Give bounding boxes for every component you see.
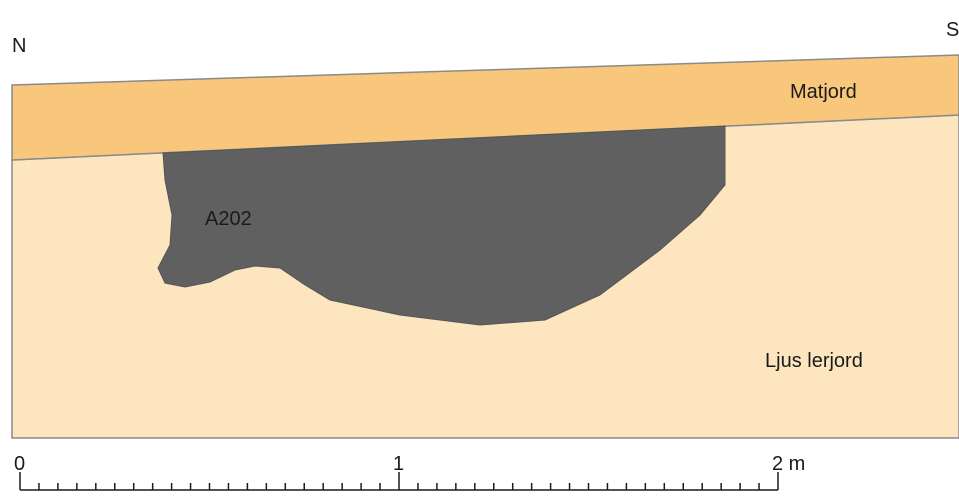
- north-label: N: [12, 35, 26, 57]
- feature-label: A202: [205, 208, 252, 230]
- topsoil-label: Matjord: [790, 81, 857, 103]
- scale-label: 2 m: [772, 453, 805, 475]
- scale-label: 0: [14, 453, 25, 475]
- topsoil-layer: [11, 54, 959, 161]
- feature-pit: [157, 125, 726, 326]
- subsoil-label: Ljus lerjord: [765, 350, 863, 372]
- south-label: S: [946, 19, 959, 41]
- scale-bar: [19, 472, 779, 491]
- scale-label: 1: [393, 453, 404, 475]
